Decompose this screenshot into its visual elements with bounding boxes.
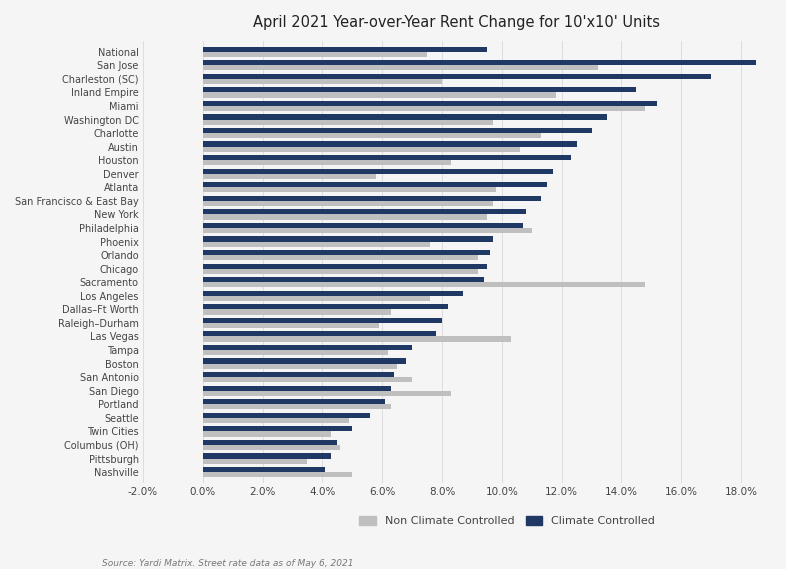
Bar — [203, 52, 427, 57]
Bar — [203, 106, 645, 111]
Bar — [203, 255, 478, 260]
Legend: Non Climate Controlled, Climate Controlled: Non Climate Controlled, Climate Controll… — [359, 516, 655, 526]
Bar — [203, 386, 391, 391]
Bar — [203, 372, 394, 377]
Bar — [203, 74, 711, 79]
Bar — [203, 431, 332, 436]
Bar — [203, 291, 463, 296]
Bar — [203, 196, 541, 201]
Bar — [203, 160, 451, 166]
Bar — [203, 331, 436, 336]
Bar — [203, 65, 597, 71]
Bar — [203, 128, 592, 133]
Bar — [203, 182, 547, 187]
Bar — [203, 242, 430, 247]
Bar — [203, 364, 397, 369]
Bar — [203, 445, 340, 450]
Bar — [203, 296, 430, 301]
Bar — [203, 277, 484, 282]
Bar — [203, 459, 307, 464]
Bar — [203, 201, 493, 206]
Bar — [203, 404, 391, 410]
Bar — [203, 413, 370, 418]
Bar — [203, 269, 478, 274]
Bar — [203, 228, 532, 233]
Bar — [203, 168, 553, 174]
Bar — [203, 92, 556, 97]
Bar — [203, 47, 487, 52]
Bar — [203, 223, 523, 228]
Bar — [203, 236, 493, 242]
Bar — [203, 345, 412, 350]
Bar — [203, 318, 442, 323]
Bar — [203, 358, 406, 364]
Title: April 2021 Year-over-Year Rent Change for 10'x10' Units: April 2021 Year-over-Year Rent Change fo… — [253, 15, 660, 30]
Bar — [203, 323, 379, 328]
Bar — [203, 101, 657, 106]
Bar — [203, 87, 637, 92]
Bar — [203, 79, 442, 84]
Bar — [203, 440, 337, 445]
Bar — [203, 377, 412, 382]
Bar — [203, 399, 385, 404]
Text: Source: Yardi Matrix. Street rate data as of May 6, 2021: Source: Yardi Matrix. Street rate data a… — [102, 559, 354, 568]
Bar — [203, 304, 448, 310]
Bar — [203, 263, 487, 269]
Bar — [203, 187, 496, 192]
Bar — [203, 391, 451, 396]
Bar — [203, 426, 352, 431]
Bar — [203, 250, 490, 255]
Bar — [203, 467, 325, 472]
Bar — [203, 133, 541, 138]
Bar — [203, 147, 520, 152]
Bar — [203, 453, 332, 459]
Bar — [203, 282, 645, 287]
Bar — [203, 155, 571, 160]
Bar — [203, 472, 352, 477]
Bar — [203, 350, 388, 355]
Bar — [203, 418, 349, 423]
Bar — [203, 60, 756, 65]
Bar — [203, 174, 376, 179]
Bar — [203, 310, 391, 315]
Bar — [203, 215, 487, 220]
Bar — [203, 119, 493, 125]
Bar — [203, 142, 577, 147]
Bar — [203, 336, 511, 341]
Bar — [203, 114, 607, 119]
Bar — [203, 209, 526, 215]
